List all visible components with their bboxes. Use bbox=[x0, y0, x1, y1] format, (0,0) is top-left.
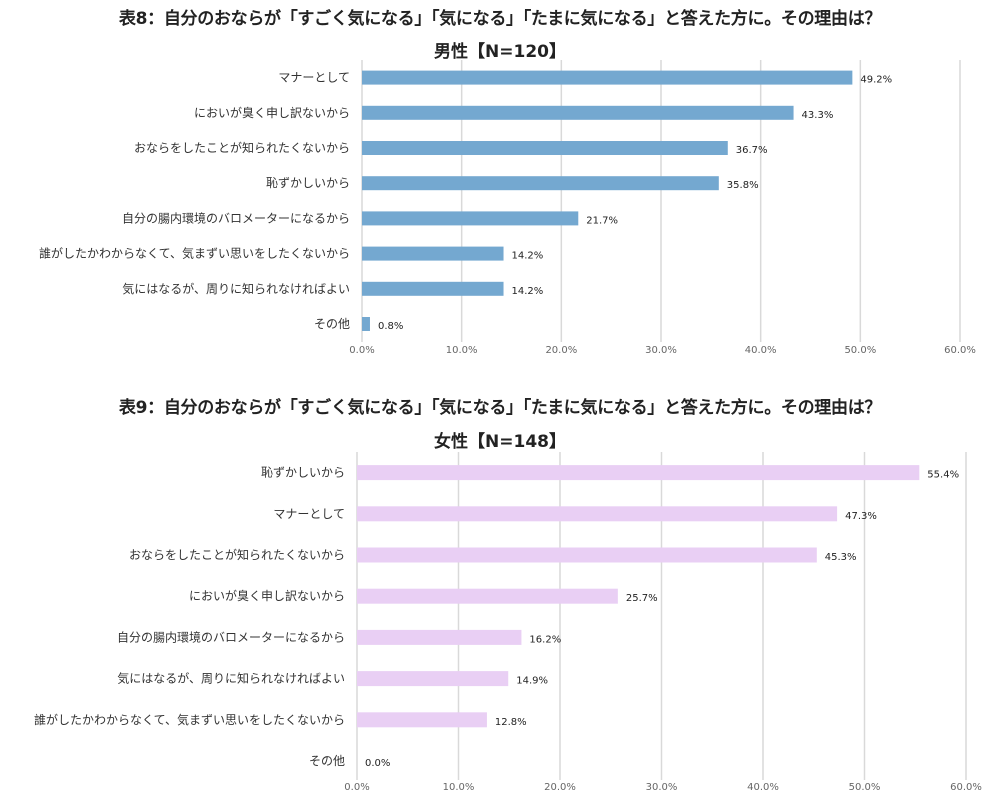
chart2-bar bbox=[357, 588, 618, 604]
chart1-value-label: 36.7% bbox=[736, 145, 768, 156]
chart2-value-label: 45.3% bbox=[825, 552, 857, 563]
chart1-category-label: その他 bbox=[314, 317, 350, 331]
chart1-title: 表8：自分のおならが「すごく気になる」「気になる」「たまに気になる」と答えた方に… bbox=[118, 9, 882, 29]
chart2-title: 表9：自分のおならが「すごく気になる」「気になる」「たまに気になる」と答えた方に… bbox=[118, 398, 882, 418]
chart2-value-label: 55.4% bbox=[927, 470, 959, 481]
chart1-value-label: 14.2% bbox=[512, 286, 544, 297]
chart1-category-label: 気にはなるが、周りに知られなければよい bbox=[122, 281, 350, 296]
chart2-category-label: 自分の腸内環境のバロメーターになるから bbox=[117, 629, 345, 644]
chart1-category-label: においが臭く申し訳ないから bbox=[194, 105, 350, 120]
chart2-tick-label: 30.0% bbox=[646, 782, 678, 793]
chart1-tick-label: 50.0% bbox=[844, 345, 876, 356]
chart2-bar bbox=[357, 506, 838, 522]
chart1-value-label: 21.7% bbox=[586, 215, 618, 226]
chart1-bar bbox=[362, 105, 794, 120]
chart2-tick-label: 60.0% bbox=[950, 782, 982, 793]
chart2-category-label: 誰がしたかわからなくて、気まずい思いをしたくないから bbox=[34, 712, 345, 727]
chart1-bar bbox=[362, 141, 728, 155]
chart1-bar bbox=[362, 246, 504, 261]
chart1-value-label: 49.2% bbox=[860, 75, 892, 86]
chart1-category-label: 誰がしたかわからなくて、気まずい思いをしたくないから bbox=[39, 246, 350, 261]
chart1-value-label: 35.8% bbox=[727, 180, 759, 191]
chart1-value-label: 0.8% bbox=[378, 321, 403, 332]
chart1-value-label: 14.2% bbox=[512, 251, 544, 262]
chart2-category-label: その他 bbox=[309, 754, 345, 768]
chart1-bar bbox=[362, 70, 853, 85]
chart2-bar bbox=[357, 465, 920, 481]
chart1-tick-label: 40.0% bbox=[745, 345, 777, 356]
male-bar-chart: 0.0% 10.0% 20.0% 30.0% 40.0% 50.0% 60.0% マナーとして… bbox=[39, 60, 976, 356]
chart2-bar bbox=[357, 671, 509, 687]
chart2-category-label: 気にはなるが、周りに知られなければよい bbox=[117, 671, 345, 686]
chart1-value-label: 43.3% bbox=[802, 110, 834, 121]
chart2-value-label: 16.2% bbox=[529, 634, 561, 645]
chart1-bar bbox=[362, 317, 370, 331]
chart2-tick-label: 50.0% bbox=[849, 782, 881, 793]
chart1-category-label: マナーとして bbox=[278, 71, 350, 85]
female-bar-chart: 0.0% 10.0% 20.0% 30.0% 40.0% 50.0% 60.0% 恥ずかしいか… bbox=[34, 452, 982, 793]
chart2-tick-label: 20.0% bbox=[544, 782, 576, 793]
chart2-category-label: おならをしたことが知られたくないから bbox=[129, 547, 345, 562]
chart2-category-label: 恥ずかしいから bbox=[261, 466, 345, 480]
chart1-category-label: 恥ずかしいから bbox=[266, 176, 350, 190]
chart2-value-label: 12.8% bbox=[495, 717, 527, 728]
chart2-tick-label: 40.0% bbox=[747, 782, 779, 793]
chart1-tick-label: 0.0% bbox=[349, 345, 374, 356]
chart2-category-label: においが臭く申し訳ないから bbox=[189, 588, 345, 603]
chart2-bar bbox=[357, 712, 487, 728]
chart1-subtitle: 男性【N=120】 bbox=[434, 42, 566, 62]
chart2-bar bbox=[357, 629, 522, 645]
chart1-tick-label: 60.0% bbox=[944, 345, 976, 356]
chart2-value-label: 14.9% bbox=[516, 676, 548, 687]
chart1-tick-label: 20.0% bbox=[545, 345, 577, 356]
chart1-tick-label: 30.0% bbox=[645, 345, 677, 356]
chart1-tick-label: 10.0% bbox=[446, 345, 478, 356]
chart1-bar bbox=[362, 211, 579, 226]
chart2-value-label: 0.0% bbox=[365, 758, 390, 769]
chart1-category-label: おならをしたことが知られたくないから bbox=[134, 140, 350, 155]
chart1-category-label: 自分の腸内環境のバロメーターになるから bbox=[122, 210, 350, 225]
chart2-value-label: 25.7% bbox=[626, 593, 658, 604]
chart2-subtitle: 女性【N=148】 bbox=[434, 432, 566, 452]
chart2-category-label: マナーとして bbox=[273, 507, 345, 521]
chart2-tick-label: 10.0% bbox=[443, 782, 475, 793]
chart1-bar bbox=[362, 281, 504, 296]
chart1-bar bbox=[362, 176, 719, 191]
chart2-tick-label: 0.0% bbox=[344, 782, 369, 793]
chart2-value-label: 47.3% bbox=[845, 511, 877, 522]
chart2-bar bbox=[357, 547, 817, 563]
